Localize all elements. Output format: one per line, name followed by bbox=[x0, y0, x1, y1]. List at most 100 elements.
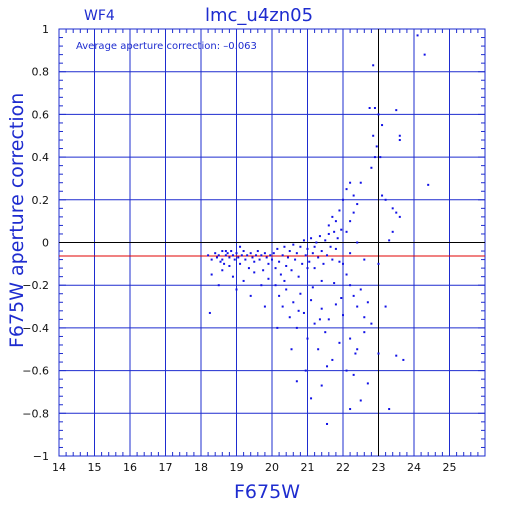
y-tick-label: 0 bbox=[42, 237, 49, 250]
data-point bbox=[276, 326, 279, 329]
data-point bbox=[308, 260, 311, 263]
data-point bbox=[326, 365, 329, 368]
data-point bbox=[208, 311, 211, 314]
data-point bbox=[363, 316, 366, 319]
data-point bbox=[340, 228, 343, 231]
data-point bbox=[304, 254, 307, 257]
data-point bbox=[366, 301, 369, 304]
data-point bbox=[230, 250, 233, 253]
data-point bbox=[228, 256, 231, 259]
data-point bbox=[313, 267, 316, 270]
data-point bbox=[278, 260, 281, 263]
data-point bbox=[349, 220, 352, 223]
data-point bbox=[372, 134, 375, 137]
data-point bbox=[398, 139, 401, 142]
data-point bbox=[278, 294, 281, 297]
data-point bbox=[370, 166, 373, 169]
data-point bbox=[224, 254, 227, 257]
data-point bbox=[398, 215, 401, 218]
data-point bbox=[226, 252, 229, 255]
data-point bbox=[345, 230, 348, 233]
data-point bbox=[352, 211, 355, 214]
average-correction-label: Average aperture correction: bbox=[76, 41, 221, 52]
data-point bbox=[334, 220, 337, 223]
data-point bbox=[317, 256, 320, 259]
data-point bbox=[239, 262, 242, 265]
data-point bbox=[295, 252, 298, 255]
data-point bbox=[395, 109, 398, 112]
data-point bbox=[262, 269, 265, 272]
data-point bbox=[331, 358, 334, 361]
data-point bbox=[253, 260, 256, 263]
data-point bbox=[327, 318, 330, 321]
data-point bbox=[217, 254, 220, 257]
data-point bbox=[340, 297, 343, 300]
average-correction-value: –0.063 bbox=[223, 41, 257, 52]
data-point bbox=[295, 380, 298, 383]
data-point bbox=[320, 279, 323, 282]
data-point bbox=[306, 247, 309, 250]
data-point bbox=[363, 258, 366, 261]
data-point bbox=[379, 156, 382, 159]
y-tick-label: 0.8 bbox=[32, 66, 50, 79]
data-point bbox=[326, 422, 329, 425]
data-point bbox=[331, 215, 334, 218]
data-point bbox=[388, 408, 391, 411]
data-point bbox=[315, 241, 318, 244]
x-axis-label: F675W bbox=[234, 481, 300, 503]
data-point bbox=[302, 239, 305, 242]
data-point bbox=[333, 230, 336, 233]
y-tick-label: −0.8 bbox=[22, 407, 49, 420]
data-point bbox=[338, 209, 341, 212]
x-tick-label: 16 bbox=[123, 461, 137, 474]
data-point bbox=[288, 250, 291, 253]
data-point bbox=[269, 254, 272, 257]
data-point bbox=[363, 331, 366, 334]
data-point bbox=[301, 262, 304, 265]
x-tick-label: 17 bbox=[159, 461, 173, 474]
data-point bbox=[281, 254, 284, 257]
data-point bbox=[247, 267, 250, 270]
data-point bbox=[318, 235, 321, 238]
data-point bbox=[290, 348, 293, 351]
data-point bbox=[349, 337, 352, 340]
data-point bbox=[352, 294, 355, 297]
data-point bbox=[235, 288, 238, 291]
data-point bbox=[310, 299, 313, 302]
data-point bbox=[235, 252, 238, 255]
data-point bbox=[333, 282, 336, 285]
data-point bbox=[263, 252, 266, 255]
data-point bbox=[251, 256, 254, 259]
data-point bbox=[416, 34, 419, 37]
data-point bbox=[233, 258, 236, 261]
data-point bbox=[381, 194, 384, 197]
data-point bbox=[352, 373, 355, 376]
data-point bbox=[265, 256, 268, 259]
data-point bbox=[310, 237, 313, 240]
data-point bbox=[423, 53, 426, 56]
data-point bbox=[373, 156, 376, 159]
data-point bbox=[285, 288, 288, 291]
data-point bbox=[349, 181, 352, 184]
y-tick-label: −1 bbox=[33, 450, 49, 463]
data-point bbox=[366, 382, 369, 385]
data-point bbox=[221, 250, 224, 253]
data-point bbox=[306, 267, 309, 270]
data-point bbox=[318, 318, 321, 321]
data-point bbox=[242, 279, 245, 282]
data-point bbox=[274, 267, 277, 270]
y-tick-label: 0.6 bbox=[32, 108, 50, 121]
x-tick-label: 14 bbox=[52, 461, 66, 474]
data-point bbox=[302, 311, 305, 314]
data-point bbox=[317, 348, 320, 351]
x-tick-label: 19 bbox=[230, 461, 244, 474]
data-point bbox=[242, 250, 245, 253]
data-point bbox=[381, 124, 384, 127]
data-point bbox=[320, 250, 323, 253]
data-point bbox=[342, 262, 344, 265]
data-point bbox=[221, 269, 224, 272]
data-point bbox=[327, 232, 330, 235]
data-point bbox=[215, 256, 218, 259]
data-point bbox=[320, 384, 323, 387]
data-point bbox=[329, 245, 332, 248]
